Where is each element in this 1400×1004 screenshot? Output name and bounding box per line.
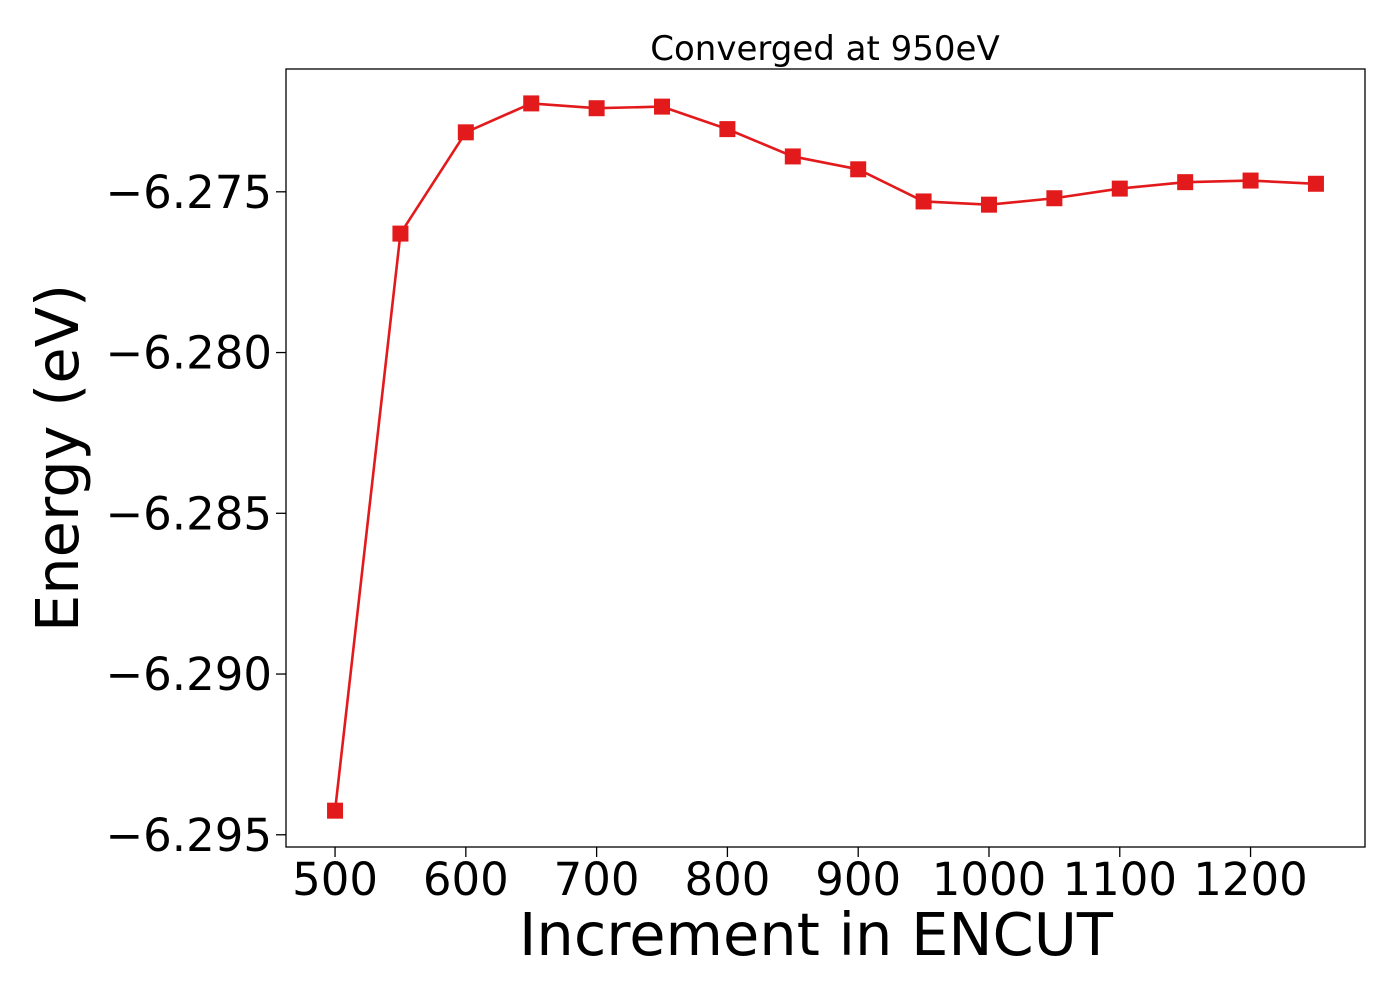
x-axis-ticks: 500 600 700 800 900 1000 1100 1200 — [292, 847, 1308, 906]
data-series — [327, 95, 1324, 819]
data-point-marker — [1111, 180, 1128, 197]
data-point-marker — [980, 196, 997, 213]
plot-area-frame — [285, 68, 1366, 848]
data-point-marker — [1046, 190, 1063, 207]
data-point-marker — [1177, 174, 1194, 191]
data-point-marker — [392, 225, 409, 242]
data-point-marker — [654, 98, 671, 115]
data-point-marker — [457, 124, 474, 141]
data-point-marker — [327, 802, 344, 819]
x-tick-label: 700 — [554, 853, 640, 906]
y-tick-label: −6.290 — [105, 648, 272, 701]
y-axis-title: Energy (eV) — [23, 284, 92, 632]
x-tick-label: 1100 — [1063, 853, 1178, 906]
x-tick-label: 1200 — [1193, 853, 1308, 906]
data-point-marker — [1242, 172, 1259, 189]
data-point-marker — [1307, 175, 1324, 192]
y-tick-label: −6.285 — [105, 487, 272, 540]
data-point-marker — [719, 121, 736, 138]
data-point-marker — [784, 148, 801, 165]
x-tick-label: 800 — [684, 853, 770, 906]
x-tick-label: 600 — [423, 853, 509, 906]
data-point-marker — [588, 100, 605, 117]
data-point-marker — [915, 193, 932, 210]
y-axis-ticks: −6.295 −6.290 −6.285 −6.280 −6.275 — [105, 166, 286, 862]
x-tick-label: 500 — [292, 853, 378, 906]
x-tick-label: 1000 — [932, 853, 1047, 906]
data-point-marker — [523, 95, 540, 112]
series-line — [333, 102, 1317, 811]
data-point-marker — [850, 161, 867, 178]
chart-title: Converged at 950eV — [650, 29, 999, 69]
y-tick-label: −6.275 — [105, 166, 272, 219]
x-axis-title: Increment in ENCUT — [519, 900, 1114, 969]
y-tick-label: −6.295 — [105, 809, 272, 862]
y-tick-label: −6.280 — [105, 327, 272, 380]
x-tick-label: 900 — [815, 853, 901, 906]
